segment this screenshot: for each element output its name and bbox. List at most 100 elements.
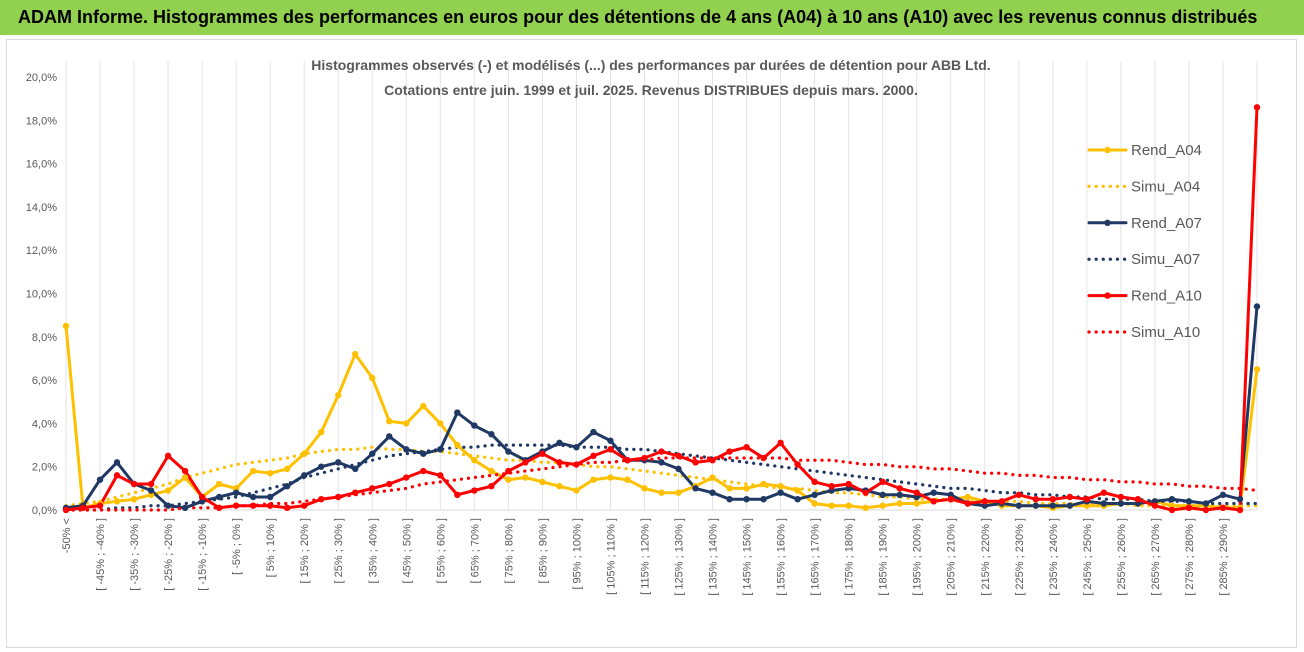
data-point-rend_a04 bbox=[420, 402, 427, 410]
data-point-rend_a10 bbox=[539, 450, 546, 457]
x-tick-label: [ 185% ; 190% ] bbox=[878, 518, 890, 596]
data-point-rend_a10 bbox=[862, 489, 869, 496]
data-point-rend_a10 bbox=[658, 448, 665, 455]
data-point-rend_a04 bbox=[743, 485, 750, 492]
data-point-rend_a07 bbox=[556, 439, 563, 447]
data-point-rend_a10 bbox=[181, 467, 189, 475]
y-tick-label: 0,0% bbox=[32, 505, 57, 517]
data-point-rend_a10 bbox=[709, 457, 716, 464]
data-point-rend_a07 bbox=[1117, 500, 1125, 507]
y-tick-label: 14,0% bbox=[26, 202, 57, 214]
data-point-rend_a04 bbox=[369, 374, 376, 382]
data-point-rend_a07 bbox=[1202, 500, 1210, 507]
data-point-rend_a07 bbox=[896, 491, 903, 499]
data-point-rend_a04 bbox=[266, 469, 274, 477]
data-point-rend_a07 bbox=[471, 422, 478, 429]
x-tick-label: [ 245% ; 250% ] bbox=[1082, 518, 1094, 596]
data-point-rend_a07 bbox=[1100, 500, 1108, 507]
data-point-rend_a10 bbox=[675, 452, 682, 460]
data-point-rend_a04 bbox=[454, 441, 461, 449]
data-point-rend_a07 bbox=[1185, 498, 1193, 505]
data-point-rend_a04 bbox=[471, 457, 478, 464]
data-point-rend_a07 bbox=[658, 459, 665, 466]
data-point-rend_a10 bbox=[556, 459, 563, 466]
data-point-rend_a10 bbox=[1032, 495, 1040, 503]
legend-marker-rend_a10 bbox=[1104, 292, 1111, 299]
data-point-rend_a04 bbox=[62, 322, 70, 330]
data-point-rend_a04 bbox=[896, 500, 903, 507]
data-point-rend_a07 bbox=[352, 465, 359, 473]
data-point-rend_a04 bbox=[760, 480, 767, 488]
data-point-rend_a10 bbox=[777, 439, 784, 447]
data-point-rend_a10 bbox=[1219, 504, 1227, 512]
data-point-rend_a04 bbox=[879, 502, 886, 509]
data-point-rend_a07 bbox=[573, 444, 580, 451]
data-point-rend_a07 bbox=[590, 428, 597, 436]
data-point-rend_a10 bbox=[641, 454, 648, 462]
data-point-rend_a04 bbox=[709, 474, 716, 481]
data-point-rend_a10 bbox=[266, 502, 274, 509]
data-point-rend_a04 bbox=[658, 489, 665, 496]
data-point-rend_a07 bbox=[1236, 495, 1244, 503]
data-point-rend_a07 bbox=[249, 493, 257, 501]
x-tick-label: [ 65% ; 70% ] bbox=[469, 518, 481, 583]
data-point-rend_a10 bbox=[811, 478, 818, 486]
data-point-rend_a10 bbox=[981, 498, 988, 505]
data-point-rend_a04 bbox=[913, 500, 920, 507]
line-chart: 0,0% 2,0% 4,0% 6,0% 8,0% 10,0% 12,0% 14,0% 16,0%… bbox=[26, 57, 1261, 596]
data-point-rend_a10 bbox=[879, 478, 886, 486]
data-point-rend_a04 bbox=[641, 485, 648, 492]
data-point-rend_a07 bbox=[743, 495, 750, 503]
x-tick-label: [ -15% ; -10% ] bbox=[197, 518, 209, 591]
legend-label-simu_a04: Simu_A04 bbox=[1131, 178, 1200, 195]
data-point-rend_a10 bbox=[726, 448, 733, 455]
data-point-rend_a07 bbox=[386, 433, 393, 440]
x-tick-label: [ -5% ; 0% ] bbox=[231, 518, 243, 575]
data-point-rend_a07 bbox=[147, 487, 155, 494]
data-point-rend_a10 bbox=[828, 482, 835, 490]
data-point-rend_a10 bbox=[1049, 495, 1057, 503]
data-point-rend_a07 bbox=[709, 489, 716, 496]
data-point-rend_a04 bbox=[964, 493, 971, 501]
x-tick-label: [ 25% ; 30% ] bbox=[333, 518, 345, 583]
data-point-rend_a10 bbox=[522, 459, 529, 466]
data-point-rend_a04 bbox=[164, 487, 172, 494]
data-point-rend_a07 bbox=[181, 504, 189, 512]
data-point-rend_a04 bbox=[828, 502, 835, 509]
data-point-rend_a07 bbox=[369, 450, 376, 457]
data-point-rend_a10 bbox=[1117, 493, 1125, 501]
data-point-rend_a10 bbox=[1202, 506, 1210, 514]
data-point-rend_a10 bbox=[403, 474, 410, 481]
data-point-rend_a07 bbox=[1066, 502, 1074, 509]
x-tick-label: [ 205% ; 210% ] bbox=[946, 518, 958, 596]
x-tick-label: [ 145% ; 150% ] bbox=[742, 518, 754, 596]
data-point-rend_a10 bbox=[607, 446, 614, 453]
y-tick-label: 10,0% bbox=[26, 289, 57, 301]
data-point-rend_a07 bbox=[726, 495, 733, 503]
data-point-rend_a04 bbox=[556, 482, 563, 490]
x-tick-label: [ -45% ; -40% ] bbox=[95, 518, 107, 591]
x-tick-label: [ 125% ; 130% ] bbox=[674, 518, 686, 596]
data-point-rend_a07 bbox=[675, 465, 682, 473]
data-point-rend_a10 bbox=[760, 454, 767, 462]
legend-marker-rend_a07 bbox=[1104, 219, 1111, 226]
y-tick-label: 12,0% bbox=[26, 245, 57, 257]
x-tick-label: [ 175% ; 180% ] bbox=[844, 518, 856, 596]
legend-label-rend_a07: Rend_A07 bbox=[1131, 215, 1202, 232]
data-point-rend_a10 bbox=[998, 498, 1005, 505]
data-point-rend_a10 bbox=[692, 459, 699, 466]
y-tick-label: 16,0% bbox=[26, 159, 57, 171]
data-point-rend_a07 bbox=[164, 502, 172, 509]
x-tick-label: [ 255% ; 260% ] bbox=[1116, 518, 1128, 596]
data-point-rend_a10 bbox=[113, 472, 121, 479]
x-tick-label: [ 55% ; 60% ] bbox=[435, 518, 447, 583]
data-point-rend_a07 bbox=[488, 431, 495, 438]
data-point-rend_a04 bbox=[522, 474, 529, 481]
data-point-rend_a10 bbox=[964, 500, 971, 507]
x-tick-label: [ 85% ; 90% ] bbox=[537, 518, 549, 583]
data-point-rend_a10 bbox=[947, 495, 954, 503]
data-point-rend_a10 bbox=[249, 502, 257, 509]
data-point-rend_a10 bbox=[318, 495, 325, 503]
data-point-rend_a10 bbox=[437, 472, 444, 479]
